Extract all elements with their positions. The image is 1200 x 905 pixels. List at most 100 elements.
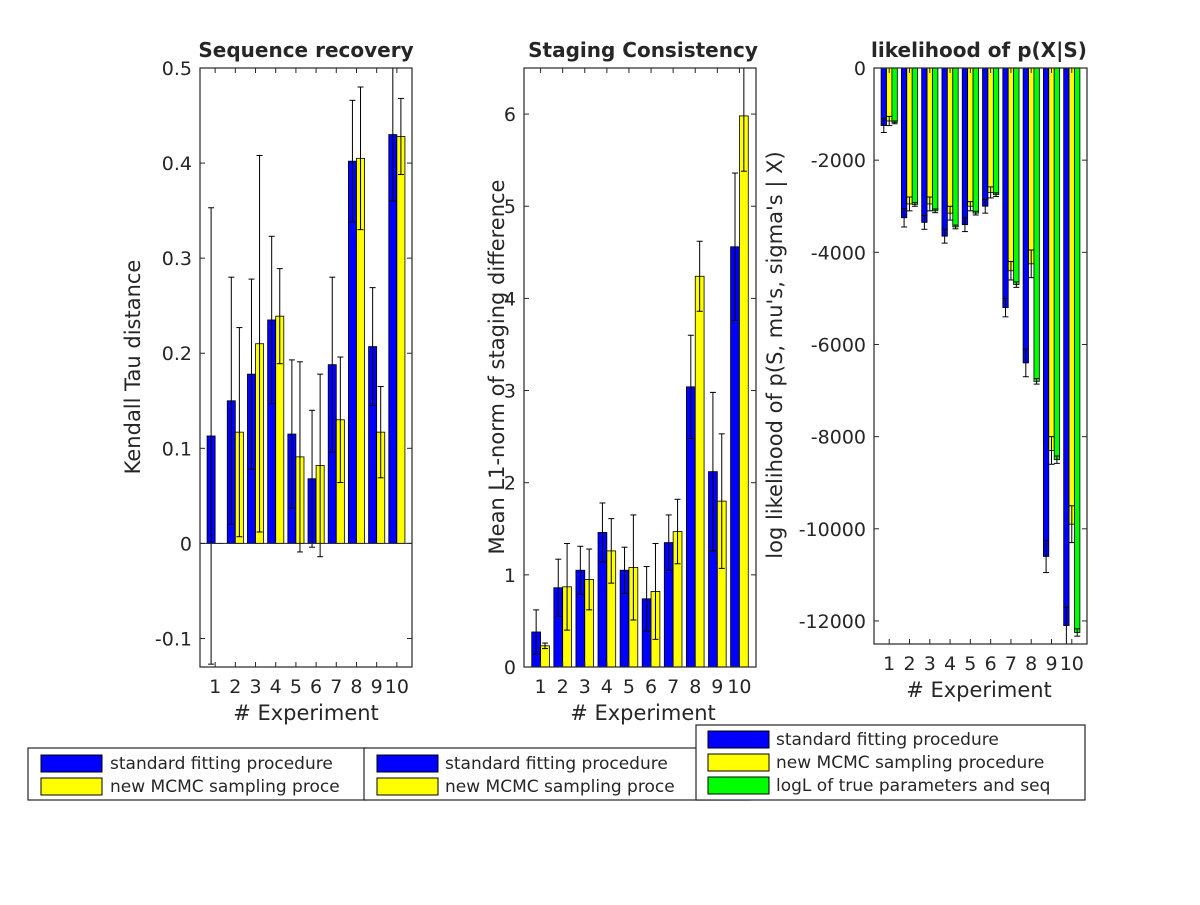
x-tick-label: 6 (985, 653, 997, 675)
legend-swatch-mcmc (377, 778, 438, 795)
bar (1034, 68, 1039, 381)
x-tick-label: 7 (330, 676, 342, 698)
legend: standard fitting procedure new MCMC samp… (696, 725, 1085, 800)
bar (962, 68, 967, 225)
legend-label: new MCMC sampling procedure (776, 753, 1044, 773)
bar (922, 68, 927, 222)
bar (881, 68, 886, 126)
x-tick-label: 4 (270, 676, 282, 698)
y-axis-label: log likelihood of p(S, mu's, sigma's | X… (763, 151, 788, 558)
y-tick-label: 6 (504, 104, 516, 126)
x-axis-label: # Experiment (906, 678, 1052, 702)
bar (1014, 68, 1019, 285)
x-tick-label: 6 (310, 676, 322, 698)
bar (927, 68, 932, 204)
y-tick-label: 1 (504, 565, 516, 587)
bar (912, 68, 917, 204)
legend-label: logL of true parameters and seq (776, 776, 1050, 796)
legend-label: standard fitting procedure (110, 754, 333, 774)
x-tick-label: 9 (371, 676, 383, 698)
x-axis-label: # Experiment (233, 701, 379, 725)
bar (907, 68, 912, 204)
x-tick-label: 10 (385, 676, 409, 698)
bar (973, 68, 978, 213)
bar (953, 68, 958, 227)
legend-label: new MCMC sampling proce (445, 777, 675, 797)
x-axis-label: # Experiment (570, 701, 716, 725)
chart-title: likelihood of p(X|S) (871, 38, 1087, 62)
bar (892, 68, 897, 122)
x-tick-label: 2 (229, 676, 241, 698)
bar (988, 68, 993, 192)
x-tick-label: 10 (727, 676, 751, 698)
x-tick-label: 7 (1005, 653, 1017, 675)
x-tick-label: 8 (350, 676, 362, 698)
y-tick-label: 0.2 (162, 343, 192, 365)
legend-swatch-standard (41, 755, 102, 772)
bar (695, 276, 704, 667)
x-tick-label: 9 (711, 676, 723, 698)
x-tick-label: 1 (883, 653, 895, 675)
chart-title: Sequence recovery (198, 38, 413, 62)
bar (1049, 68, 1054, 450)
x-tick-label: 3 (249, 676, 261, 698)
bar (942, 68, 947, 236)
x-tick-label: 9 (1045, 653, 1057, 675)
x-tick-label: 1 (209, 676, 221, 698)
bar (968, 68, 973, 206)
bar (1054, 68, 1059, 460)
legend-swatch-standard (708, 731, 769, 748)
legend-swatch-true (708, 777, 769, 794)
bar (1069, 68, 1074, 524)
y-axis-label: Kendall Tau distance (121, 260, 145, 475)
legend-label: standard fitting procedure (445, 754, 668, 774)
x-tick-label: 5 (964, 653, 976, 675)
bar (993, 68, 998, 195)
bar (1074, 68, 1079, 632)
y-tick-label: 0.5 (162, 58, 192, 80)
y-tick-label: -6000 (811, 334, 866, 356)
y-tick-label: -0.1 (155, 628, 192, 650)
y-axis-label: Mean L1-norm of staging difference (485, 180, 509, 555)
x-tick-label: 2 (557, 676, 569, 698)
x-tick-label: 2 (903, 653, 915, 675)
bar (1008, 68, 1013, 271)
legend-swatch-standard (377, 755, 438, 772)
bar (983, 68, 988, 206)
y-tick-label: 0.3 (162, 248, 192, 270)
bar (1003, 68, 1008, 308)
y-tick-label: 0.1 (162, 438, 192, 460)
legend: standard fitting procedure new MCMC samp… (28, 748, 366, 800)
bar (947, 68, 952, 213)
y-tick-label: -2000 (811, 150, 866, 172)
x-tick-label: 4 (601, 676, 613, 698)
x-tick-label: 3 (579, 676, 591, 698)
x-tick-label: 3 (924, 653, 936, 675)
x-tick-label: 5 (623, 676, 635, 698)
legend: standard fitting procedure new MCMC samp… (364, 748, 750, 800)
x-tick-label: 4 (944, 653, 956, 675)
y-tick-label: 0 (504, 657, 516, 679)
x-tick-label: 7 (667, 676, 679, 698)
bar (932, 68, 937, 211)
x-tick-label: 1 (535, 676, 547, 698)
bar (887, 68, 892, 121)
bar (739, 116, 748, 667)
bar (1029, 68, 1034, 264)
y-tick-label: -8000 (811, 427, 866, 449)
chart-title: Staging Consistency (528, 38, 758, 62)
x-tick-label: 10 (1060, 653, 1084, 675)
legend-label: standard fitting procedure (776, 730, 999, 750)
y-tick-label: 0.4 (162, 153, 192, 175)
y-tick-label: 0 (854, 58, 866, 80)
legend-swatch-mcmc (708, 754, 769, 771)
x-tick-label: 8 (689, 676, 701, 698)
legend-swatch-mcmc (41, 778, 102, 795)
